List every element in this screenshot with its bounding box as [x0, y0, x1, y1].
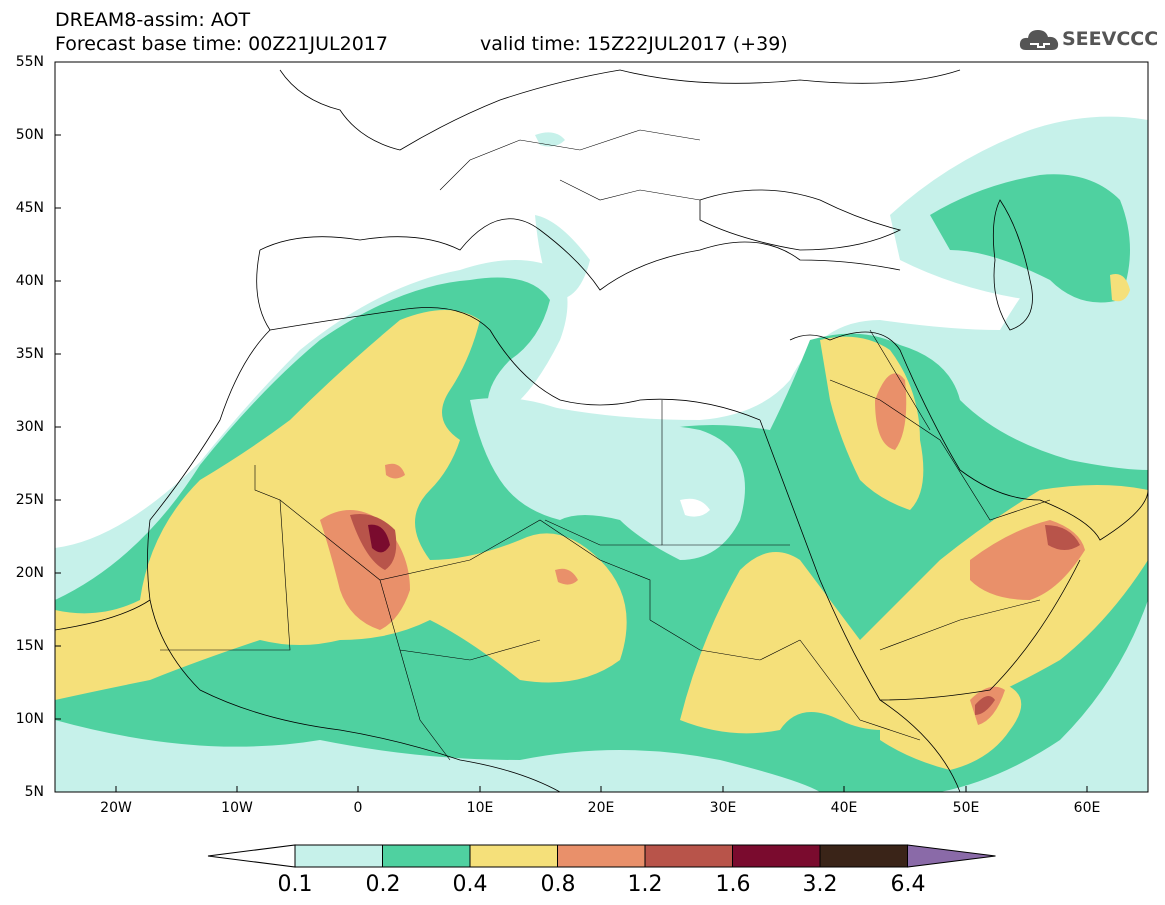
- border-sudan: [649, 619, 801, 661]
- lon-tick-label: 30E: [709, 800, 737, 816]
- border-nigeria: [399, 649, 451, 761]
- aot-band-1.2-somalia: [975, 696, 995, 715]
- lat-tick-label: 45N: [15, 200, 44, 216]
- aot-gap-libya: [470, 398, 745, 560]
- border-yemen: [879, 599, 1041, 651]
- aot-band-1.2-oman: [1045, 525, 1080, 550]
- coast-blacksea: [699, 189, 902, 251]
- lat-tick-label: 10N: [15, 711, 44, 727]
- aot-gap-egypt: [680, 498, 710, 517]
- lat-tick-label: 5N: [24, 784, 44, 800]
- aot-band-0.4-west: [55, 310, 627, 700]
- logo-text: SEEVCCC: [1062, 28, 1159, 50]
- lat-tick-label: 15N: [15, 638, 44, 654]
- colorbar-label: 1.6: [715, 872, 751, 897]
- seevccc-logo: SEEVCCC: [1018, 24, 1158, 56]
- border-iraq: [869, 329, 931, 431]
- coastlines: [55, 69, 1148, 792]
- colorbar-label: 0.1: [277, 872, 313, 897]
- lon-tick-label: 50E: [952, 800, 980, 816]
- map-title: DREAM8-assim: AOT: [55, 9, 251, 31]
- border-mauritania: [160, 465, 291, 651]
- coast-caspian: [992, 199, 1033, 331]
- aot-gap-sahel: [55, 720, 820, 792]
- border-ethiopia: [799, 639, 921, 741]
- colorbar-label: 0.4: [452, 872, 488, 897]
- lat-tick-label: 35N: [15, 346, 44, 362]
- coast-africa-west: [55, 249, 271, 631]
- lat-tick-label: 25N: [15, 492, 44, 508]
- colorbar-label: 6.4: [890, 872, 926, 897]
- coast-east-africa: [879, 699, 961, 792]
- aot-field: [55, 116, 1148, 792]
- aot-band-0.8-algeria: [385, 463, 405, 479]
- aot-band-0.2-caspian: [930, 174, 1130, 303]
- aot-band-0.8-chad: [555, 568, 578, 585]
- lon-tick-label: 0: [353, 800, 363, 816]
- lat-tick-label: 20N: [15, 565, 44, 581]
- coast-arabia: [789, 331, 1148, 541]
- coast-gulf-guinea: [149, 599, 561, 792]
- colorbar-label: 0.2: [365, 872, 401, 897]
- coast-europe: [259, 218, 901, 291]
- border-europe-1: [439, 129, 701, 191]
- lon-tick-label: 10W: [221, 800, 253, 816]
- colorbar-label: 1.2: [627, 872, 663, 897]
- cloud-icon: [1019, 30, 1059, 50]
- lat-tick-label: 40N: [15, 273, 44, 289]
- lon-tick-label: 20W: [100, 800, 132, 816]
- lat-tick-label: 30N: [15, 419, 44, 435]
- border-niger: [379, 579, 541, 661]
- lat-tick-label: 55N: [15, 54, 44, 70]
- forecast-base-time: Forecast base time: 00Z21JUL2017: [55, 33, 388, 55]
- coast-redsea: [759, 419, 1081, 701]
- border-saudi: [829, 379, 1051, 521]
- lon-tick-label: 60E: [1073, 800, 1101, 816]
- axis-ticks: [55, 61, 1088, 792]
- lon-tick-label: 20E: [587, 800, 615, 816]
- aot-band-1.6-mali: [368, 524, 390, 553]
- aot-band-0.8-iraq: [875, 373, 907, 450]
- coast-africa-north: [269, 307, 761, 421]
- colorbar-label: 3.2: [802, 872, 838, 897]
- lon-tick-label: 10E: [466, 800, 494, 816]
- valid-time: valid time: 15Z22JUL2017 (+39): [480, 33, 788, 55]
- lon-tick-label: 40E: [830, 800, 858, 816]
- aot-band-0.4-caspian: [1110, 274, 1130, 302]
- colorbar-label: 0.8: [540, 872, 576, 897]
- lat-tick-label: 50N: [15, 127, 44, 143]
- border-europe-2: [559, 179, 701, 201]
- coast-north-europe: [279, 69, 961, 151]
- border-libya-chad: [544, 519, 662, 546]
- country-borders: [160, 129, 1051, 761]
- aot-band-0.1-centraleurope: [535, 132, 565, 147]
